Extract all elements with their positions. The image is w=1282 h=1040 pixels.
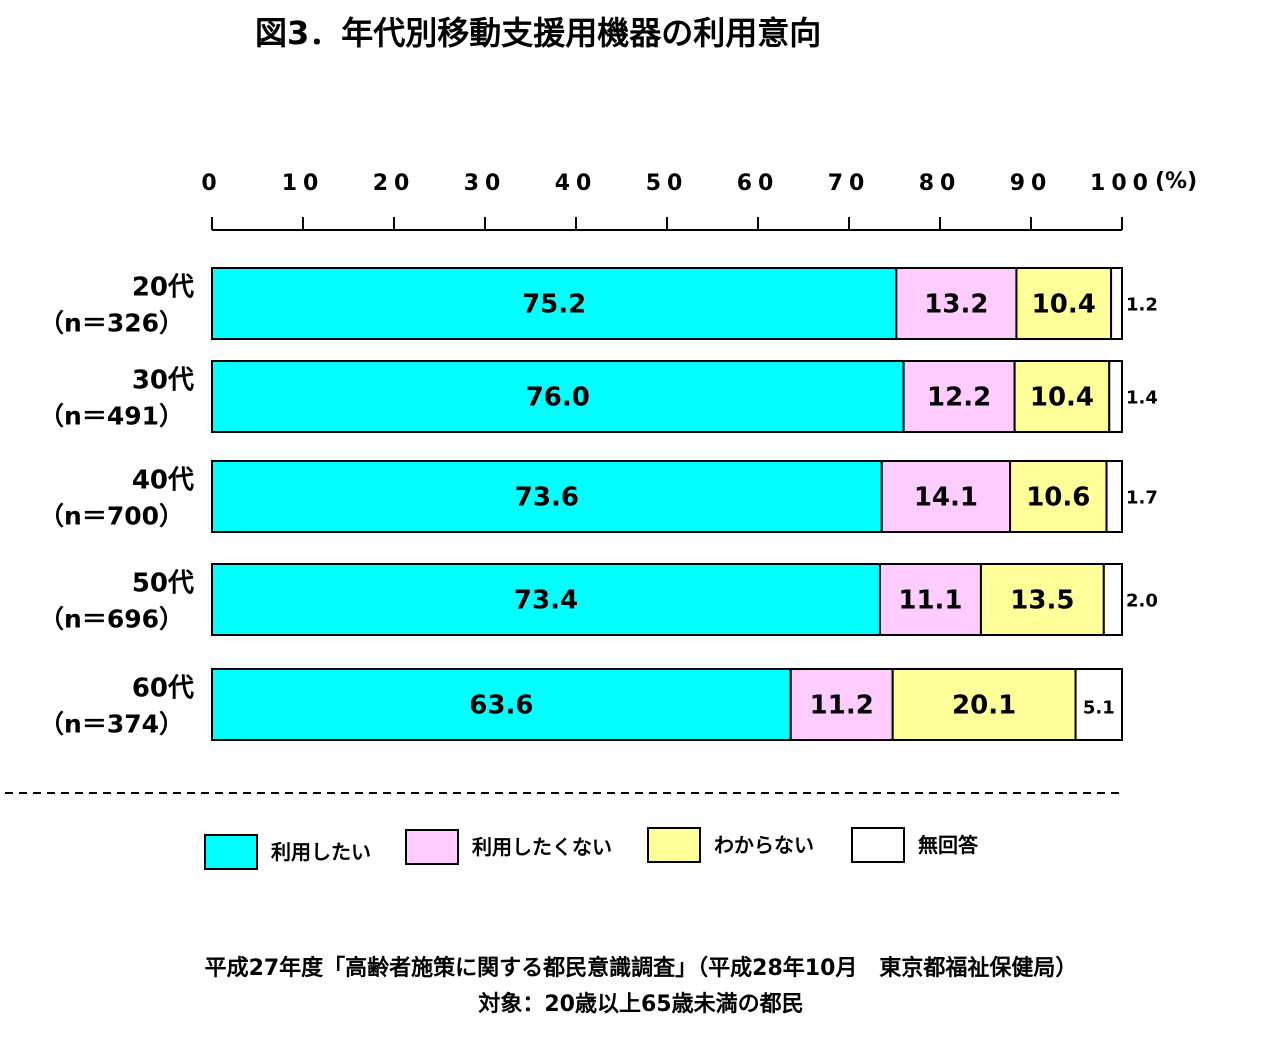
bar-segment (979, 563, 1105, 636)
axis-tick-label: 30 (464, 171, 507, 196)
bar-value-label: 13.2 (924, 290, 988, 320)
bar-segment (211, 267, 898, 340)
axis-tick-label: 80 (919, 171, 962, 196)
legend-swatch (851, 827, 905, 863)
bar-value-label: 13.5 (1010, 586, 1074, 616)
axis-tick-label: 10 (282, 171, 325, 196)
source-line-2: 対象：20歳以上65歳未満の都民 (478, 992, 804, 1017)
bar-value-label: 10.6 (1026, 483, 1090, 513)
bar-value-label: 1.2 (1126, 295, 1158, 316)
bar-value-label: 1.7 (1126, 488, 1158, 509)
axis-tick-label: 100 (1090, 171, 1154, 196)
bar-value-label: 10.4 (1030, 383, 1094, 413)
bar-value-label: 12.2 (927, 383, 991, 413)
category-n-label: （n＝374） (39, 710, 184, 739)
chart-title: 図3．年代別移動支援用機器の利用意向 (255, 14, 822, 52)
bar-value-label: 11.1 (898, 586, 962, 616)
bar-segment (1110, 267, 1123, 340)
bar-segment (878, 563, 982, 636)
bar-value-label: 73.4 (514, 586, 578, 616)
legend-swatch (204, 834, 258, 870)
bar-value-label: 1.4 (1126, 388, 1158, 409)
axis-tick-label: 0 (201, 171, 222, 196)
bar-value-label: 5.1 (1083, 698, 1115, 719)
category-n-label: （n＝696） (39, 605, 184, 634)
bar-segment (211, 668, 792, 741)
category-age-label: 20代 (132, 273, 194, 303)
category-age-label: 30代 (132, 366, 194, 396)
axis-tick-label: 50 (646, 171, 689, 196)
bar-segment (1108, 360, 1124, 433)
bar-value-label: 76.0 (526, 383, 590, 413)
bar-segment (1074, 668, 1123, 741)
axis-tick-label: 70 (828, 171, 871, 196)
category-n-label: （n＝491） (39, 402, 184, 431)
bar-value-label: 63.6 (469, 691, 533, 721)
bar-segment (211, 563, 881, 636)
category-age-label: 40代 (132, 466, 194, 496)
bar-value-label: 73.6 (515, 483, 579, 513)
bar-segment (902, 360, 1016, 433)
bar-segment (880, 460, 1012, 533)
axis-tick-label: 90 (1010, 171, 1053, 196)
bar-value-label: 2.0 (1126, 591, 1158, 612)
bar-value-label: 20.1 (952, 691, 1016, 721)
legend-swatch (405, 829, 459, 865)
bar-segment (1009, 460, 1108, 533)
legend-label: わからない (714, 833, 814, 857)
bar-value-label: 11.2 (810, 691, 874, 721)
axis-tick-label: 40 (555, 171, 598, 196)
axis-tick-label: 20 (373, 171, 416, 196)
category-n-label: （n＝700） (39, 502, 184, 531)
bar-segment (1105, 460, 1124, 533)
category-age-label: 60代 (132, 674, 194, 704)
legend-swatch (647, 827, 701, 863)
axis-unit-label: (%) (1155, 169, 1197, 194)
bar-segment (789, 668, 894, 741)
legend-label: 無回答 (918, 833, 979, 857)
bar-segment (211, 460, 883, 533)
category-age-label: 50代 (132, 569, 194, 599)
category-n-label: （n＝326） (39, 309, 184, 338)
source-line-1: 平成27年度「高齢者施策に関する都民意識調査」（平成28年10月 東京都福祉保健… (204, 956, 1078, 981)
bar-segment (211, 360, 905, 433)
legend-label: 利用したい (271, 840, 371, 864)
bar-value-label: 75.2 (522, 290, 586, 320)
bar-segment (1015, 267, 1113, 340)
axis-tick-label: 60 (737, 171, 780, 196)
bar-segment (1102, 563, 1124, 636)
bar-segment (891, 668, 1077, 741)
legend-label: 利用したくない (472, 835, 612, 859)
bar-value-label: 14.1 (914, 483, 978, 513)
bar-value-label: 10.4 (1032, 290, 1096, 320)
bar-segment (1013, 360, 1111, 433)
